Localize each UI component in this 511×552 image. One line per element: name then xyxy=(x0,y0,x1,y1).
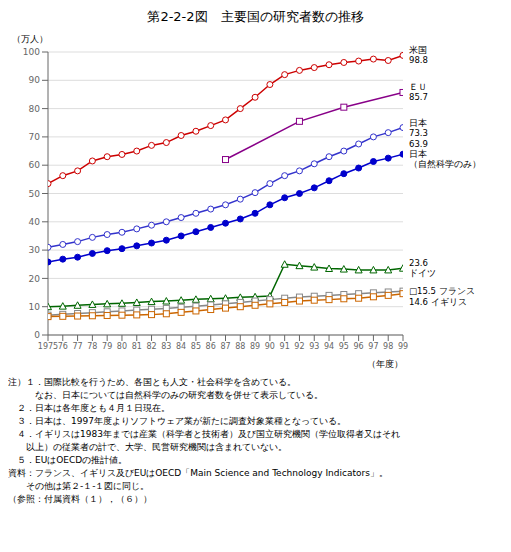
svg-text:81: 81 xyxy=(132,342,142,351)
svg-text:日本: 日本 xyxy=(409,149,427,159)
svg-text:73.3: 73.3 xyxy=(409,128,428,138)
html-text:その他は第２-１-１図に同じ。: その他は第２-１-１図に同じ。 xyxy=(8,481,150,491)
svg-text:0: 0 xyxy=(34,330,40,340)
svg-text:30: 30 xyxy=(29,245,41,255)
svg-text:（年度）: （年度） xyxy=(367,359,403,369)
svg-text:89: 89 xyxy=(250,342,260,351)
svg-text:（万人）: （万人） xyxy=(12,34,48,44)
svg-text:88: 88 xyxy=(235,342,245,351)
svg-text:100: 100 xyxy=(23,47,40,57)
html-text:第2-2-2図 主要国の研究者数の推移: 第2-2-2図 主要国の研究者数の推移 xyxy=(147,9,364,24)
svg-text:97: 97 xyxy=(368,342,378,351)
svg-text:1975: 1975 xyxy=(38,342,58,351)
svg-text:86: 86 xyxy=(206,342,216,351)
svg-text:ドイツ: ドイツ xyxy=(409,268,436,278)
svg-text:82: 82 xyxy=(146,342,156,351)
svg-text:85.7: 85.7 xyxy=(409,92,428,102)
svg-text:85: 85 xyxy=(191,342,201,351)
html-text:３．日本は、1997年度よりソフトウェア業が新たに調査対象業: ３．日本は、1997年度よりソフトウェア業が新たに調査対象業種となっている。 xyxy=(8,416,346,426)
svg-text:50: 50 xyxy=(29,189,41,199)
svg-text:95: 95 xyxy=(339,342,349,351)
svg-text:□15.5 フランス: □15.5 フランス xyxy=(409,286,475,296)
svg-text:米国: 米国 xyxy=(409,45,427,55)
svg-text:70: 70 xyxy=(29,132,41,142)
html-text:（参照：付属資料（１），（６））: （参照：付属資料（１），（６）） xyxy=(8,494,152,504)
html-text:なお、日本については自然科学のみの研究者数を併せて表示してい: なお、日本については自然科学のみの研究者数を併せて表示している。 xyxy=(8,390,323,400)
svg-text:99: 99 xyxy=(398,342,408,351)
svg-text:日本: 日本 xyxy=(409,118,427,128)
svg-text:92: 92 xyxy=(294,342,304,351)
svg-text:94: 94 xyxy=(324,342,334,351)
svg-text:96: 96 xyxy=(354,342,364,351)
svg-text:90: 90 xyxy=(265,342,275,351)
svg-text:90: 90 xyxy=(29,75,41,85)
svg-text:20: 20 xyxy=(29,274,41,284)
svg-text:87: 87 xyxy=(220,342,230,351)
svg-text:93: 93 xyxy=(309,342,319,351)
html-text:以上）の従業者の計で、大学、民営研究機関は含まれていない。: 以上）の従業者の計で、大学、民営研究機関は含まれていない。 xyxy=(8,442,287,452)
html-text:２．日本は各年度とも４月１日現在。: ２．日本は各年度とも４月１日現在。 xyxy=(8,403,170,413)
svg-text:80: 80 xyxy=(29,104,41,114)
svg-text:76: 76 xyxy=(58,342,68,351)
svg-text:23.6: 23.6 xyxy=(409,258,428,268)
html-text:４．イギリスは1983年までは産業（科学者と技術者）及び国立: ４．イギリスは1983年までは産業（科学者と技術者）及び国立研究機関（学位取得者… xyxy=(8,429,400,439)
svg-text:（自然科学のみ）: （自然科学のみ） xyxy=(409,159,481,169)
svg-text:80: 80 xyxy=(117,342,127,351)
svg-text:ＥＵ: ＥＵ xyxy=(409,82,427,92)
svg-text:77: 77 xyxy=(72,342,82,351)
svg-text:79: 79 xyxy=(102,342,112,351)
svg-text:84: 84 xyxy=(176,342,186,351)
svg-text:78: 78 xyxy=(87,342,97,351)
svg-text:14.6 イギリス: 14.6 イギリス xyxy=(409,297,467,307)
svg-text:98: 98 xyxy=(383,342,393,351)
svg-text:91: 91 xyxy=(280,342,290,351)
svg-text:10: 10 xyxy=(29,302,41,312)
svg-text:40: 40 xyxy=(29,217,41,227)
svg-text:83: 83 xyxy=(161,342,171,351)
svg-text:60: 60 xyxy=(29,160,41,170)
html-text:資料：フランス、イギリス及びEUはOECD「Main Sci: 資料：フランス、イギリス及びEUはOECD「Main Science and T… xyxy=(8,468,388,478)
html-text:注）１．国際比較を行うため、各国とも人文・社会科学を含めてい: 注）１．国際比較を行うため、各国とも人文・社会科学を含めている。 xyxy=(8,377,296,387)
svg-text:98.8: 98.8 xyxy=(409,55,428,65)
svg-text:63.9: 63.9 xyxy=(409,139,428,149)
html-text:５．EUはOECDの推計値。: ５．EUはOECDの推計値。 xyxy=(8,455,128,465)
